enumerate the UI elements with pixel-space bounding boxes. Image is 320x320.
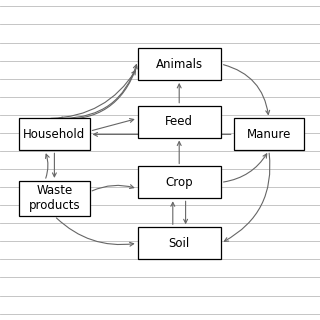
FancyBboxPatch shape [138,227,221,259]
FancyBboxPatch shape [234,118,304,150]
Text: Animals: Animals [156,58,203,70]
FancyBboxPatch shape [19,181,90,216]
Text: Waste
products: Waste products [28,184,80,212]
FancyBboxPatch shape [138,166,221,198]
FancyBboxPatch shape [19,118,90,150]
Text: Manure: Manure [247,128,291,141]
FancyBboxPatch shape [138,48,221,80]
Text: Feed: Feed [165,115,193,128]
Text: Crop: Crop [165,176,193,189]
FancyBboxPatch shape [138,106,221,138]
Text: Soil: Soil [169,237,190,250]
Text: Household: Household [23,128,85,141]
